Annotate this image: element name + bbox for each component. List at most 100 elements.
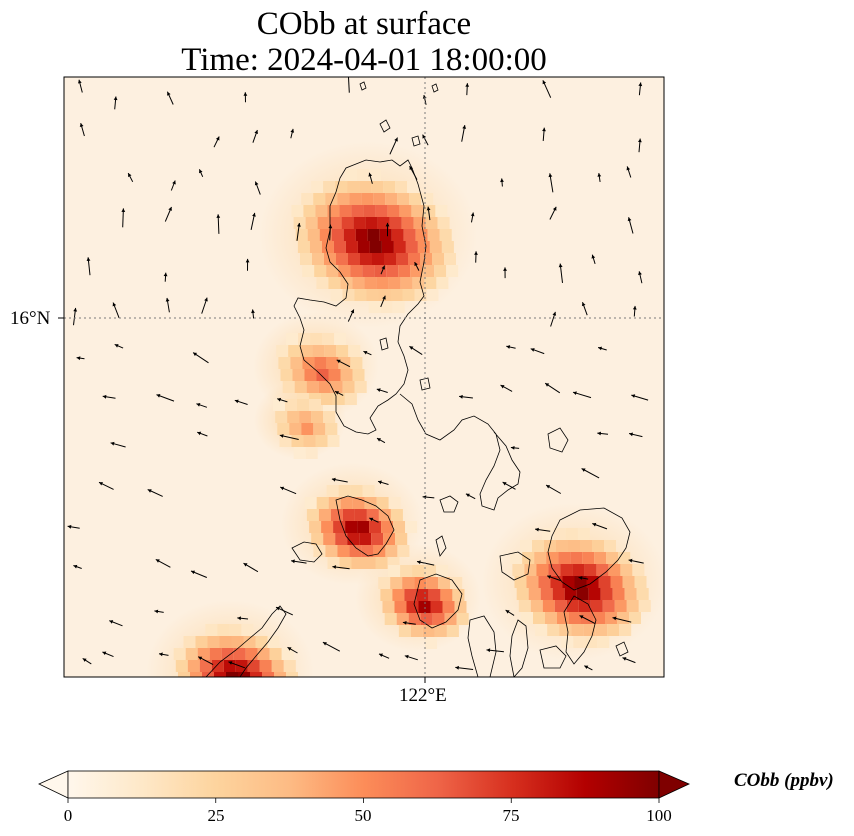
- concentration-cell: [340, 277, 353, 289]
- concentration-cell: [426, 289, 439, 301]
- concentration-cell: [375, 557, 388, 569]
- concentration-cell: [335, 181, 348, 193]
- concentration-cell: [432, 253, 444, 265]
- concentration-cell: [354, 289, 367, 301]
- concentration-cell: [401, 217, 414, 229]
- concentration-cell: [277, 423, 290, 435]
- wind-arrow-head: [465, 493, 470, 498]
- concentration-cell: [321, 521, 334, 533]
- concentration-cell: [348, 253, 360, 265]
- concentration-cell: [388, 565, 401, 577]
- concentration-cell: [275, 411, 288, 423]
- concentration-cell: [395, 533, 408, 545]
- wind-arrow-head: [558, 263, 563, 268]
- concentration-cell: [342, 509, 355, 521]
- concentration-cell: [369, 521, 382, 533]
- concentration-cell: [597, 636, 610, 648]
- concentration-cell: [636, 588, 649, 600]
- concentration-cell: [178, 672, 190, 677]
- concentration-cell: [606, 552, 619, 564]
- concentration-cell: [436, 277, 449, 289]
- concentration-cell: [299, 411, 312, 423]
- concentration-cell: [309, 399, 321, 411]
- concentration-cell: [446, 265, 459, 277]
- wind-arrow-head: [291, 559, 295, 564]
- concentration-cell: [351, 205, 364, 217]
- concentration-cell: [297, 241, 310, 253]
- concentration-cell: [309, 521, 322, 533]
- concentration-cell: [568, 540, 580, 552]
- colorbar-extend-max: [658, 770, 690, 799]
- concentration-cell: [267, 636, 280, 648]
- wind-arrow-head: [102, 394, 107, 399]
- concentration-cell: [444, 253, 456, 265]
- wind-arrow-head: [409, 346, 414, 350]
- concentration-cell: [552, 588, 565, 600]
- concentration-cell: [388, 277, 401, 289]
- wind-arrow-head: [297, 223, 301, 227]
- concentration-cell: [205, 624, 218, 636]
- concentration-cell: [436, 565, 449, 577]
- concentration-cell: [565, 528, 578, 540]
- concentration-cell: [420, 613, 433, 625]
- concentration-cell: [351, 557, 364, 569]
- concentration-cell: [295, 229, 308, 241]
- concentration-cell: [335, 533, 348, 545]
- concentration-cell: [313, 545, 326, 557]
- wind-arrow-head: [530, 348, 535, 352]
- concentration-cell: [336, 345, 349, 357]
- concentration-cell: [233, 708, 245, 720]
- wind-arrow-head: [197, 431, 202, 436]
- concentration-cell: [276, 684, 288, 696]
- concentration-cell: [301, 423, 314, 435]
- wind-arrow-head: [598, 346, 602, 351]
- concentration-cell: [638, 600, 651, 612]
- concentration-cell: [584, 564, 597, 576]
- wind-arrow-head: [629, 432, 633, 437]
- concentration-cell: [327, 205, 340, 217]
- concentration-cell: [399, 205, 412, 217]
- concentration-cell: [305, 447, 318, 459]
- wind-arrow-head: [505, 610, 510, 614]
- concentration-cell: [362, 485, 375, 497]
- wind-arrow-head: [581, 468, 586, 472]
- concentration-cell: [316, 497, 329, 509]
- wind-arrow-head: [394, 137, 398, 142]
- wind-arrow-head: [336, 359, 341, 364]
- concentration-cell: [320, 393, 333, 405]
- concentration-cell: [378, 289, 391, 301]
- wind-arrow-head: [199, 169, 203, 174]
- concentration-cell: [522, 552, 535, 564]
- concentration-cell: [283, 660, 296, 672]
- wind-arrow-head: [290, 128, 295, 133]
- concentration-cell: [190, 672, 202, 677]
- concentration-cell: [629, 612, 641, 624]
- wind-arrow-head: [102, 651, 107, 656]
- wind-arrow-head: [191, 570, 195, 575]
- concentration-cell: [247, 720, 259, 732]
- concentration-cell: [415, 229, 428, 241]
- concentration-cell: [626, 600, 639, 612]
- concentration-cell: [217, 624, 230, 636]
- wind-arrow-head: [331, 477, 336, 482]
- concentration-cell: [398, 625, 411, 637]
- concentration-cell: [594, 552, 607, 564]
- concentration-cell: [553, 528, 566, 540]
- concentration-cell: [328, 277, 341, 289]
- concentration-cell: [393, 241, 406, 253]
- concentration-cell: [548, 564, 561, 576]
- gridlines: [64, 77, 664, 677]
- concentration-cell: [533, 612, 545, 624]
- concentration-cell: [231, 636, 244, 648]
- concentration-cell: [386, 265, 399, 277]
- concentration-cell: [290, 696, 302, 708]
- concentration-cell: [241, 624, 254, 636]
- concentration-cell: [354, 381, 367, 393]
- concentration-cell: [559, 624, 572, 636]
- concentration-cell: [207, 636, 220, 648]
- wind-arrow-head: [147, 489, 152, 493]
- concentration-cell: [354, 509, 367, 521]
- concentration-cell: [280, 369, 293, 381]
- concentration-cell: [327, 435, 340, 447]
- concentration-cell: [219, 636, 232, 648]
